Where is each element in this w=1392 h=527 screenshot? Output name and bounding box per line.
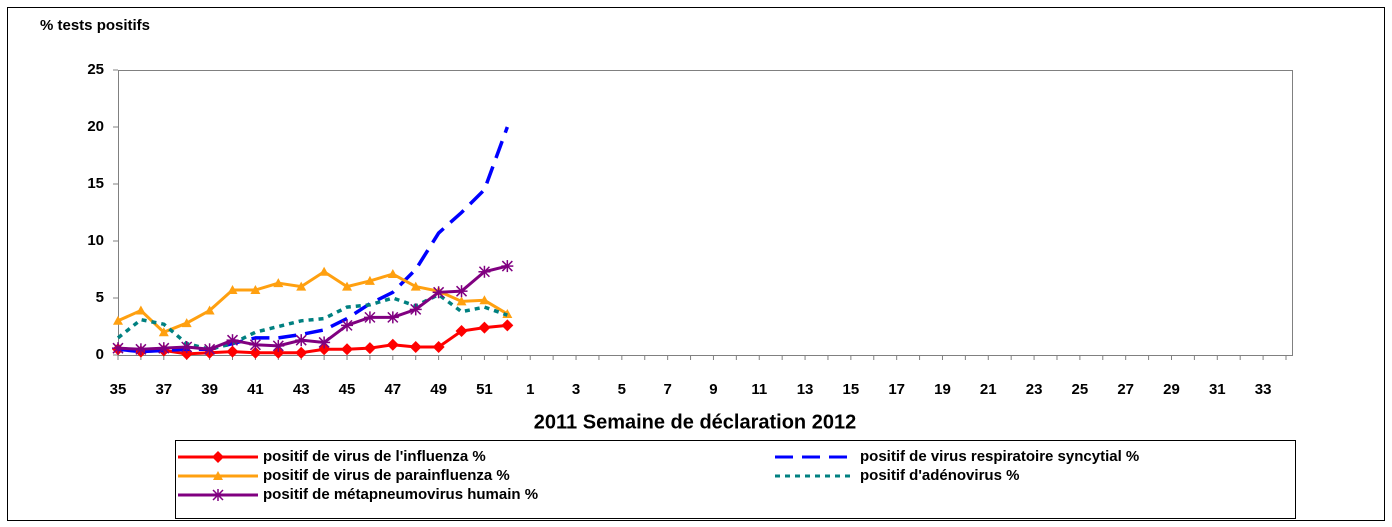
marker [226, 334, 239, 347]
marker [157, 342, 170, 355]
x-tick-label: 21 [980, 381, 997, 398]
marker [226, 345, 239, 358]
y-tick-label: 25 [87, 61, 104, 78]
marker [409, 341, 422, 354]
legend-label: positif de virus de l'influenza % [263, 448, 486, 465]
marker [386, 338, 399, 351]
marker [501, 319, 514, 332]
legend-box [175, 440, 1296, 519]
marker [250, 285, 261, 295]
y-tick-label: 0 [96, 346, 104, 363]
x-tick-label: 27 [1117, 381, 1134, 398]
x-tick-label: 19 [934, 381, 951, 398]
marker [432, 341, 445, 354]
x-tick-label: 47 [384, 381, 401, 398]
x-tick-label: 45 [339, 381, 356, 398]
y-tick-label: 5 [96, 289, 104, 306]
x-tick-label: 15 [843, 381, 860, 398]
y-axis-title: % tests positifs [40, 17, 150, 34]
marker [319, 266, 330, 276]
marker [180, 341, 193, 354]
x-axis-title: 2011 Semaine de déclaration 2012 [534, 411, 856, 433]
x-tick-label: 25 [1072, 381, 1089, 398]
series-line [117, 126, 509, 354]
x-tick-label: 23 [1026, 381, 1043, 398]
legend-label: positif de virus respiratoire syncytial … [860, 448, 1139, 465]
marker [478, 321, 491, 334]
x-tick-label: 5 [618, 381, 626, 398]
x-tick-label: 41 [247, 381, 264, 398]
marker [364, 275, 375, 285]
marker [363, 342, 376, 355]
x-tick-label: 11 [751, 381, 767, 398]
marker [409, 303, 422, 316]
marker [134, 343, 147, 356]
x-tick-label: 1 [526, 381, 534, 398]
marker [341, 343, 354, 356]
series-line [116, 292, 508, 352]
marker [212, 451, 224, 463]
marker [478, 265, 491, 278]
x-tick-label: 39 [201, 381, 218, 398]
marker [479, 295, 490, 305]
legend-label: positif de virus de parainfluenza % [263, 467, 510, 484]
marker [342, 281, 353, 291]
x-tick-label: 33 [1255, 381, 1272, 398]
x-tick-label: 51 [476, 381, 493, 398]
x-tick-label: 17 [888, 381, 905, 398]
marker [212, 489, 224, 501]
legend-label: positif d'adénovirus % [860, 467, 1019, 484]
marker [227, 285, 238, 295]
x-tick-label: 7 [663, 381, 671, 398]
marker [204, 305, 215, 315]
marker [273, 278, 284, 288]
marker [386, 311, 399, 324]
marker [363, 311, 376, 324]
marker [318, 336, 331, 349]
y-tick-label: 15 [87, 175, 104, 192]
marker [112, 342, 124, 355]
marker [158, 327, 169, 337]
x-tick-label: 37 [155, 381, 172, 398]
marker [249, 338, 262, 351]
x-tick-label: 29 [1163, 381, 1180, 398]
marker [203, 343, 216, 356]
x-tick-label: 31 [1209, 381, 1226, 398]
x-tick-label: 13 [797, 381, 814, 398]
marker [213, 471, 223, 480]
y-tick-label: 20 [87, 118, 104, 135]
x-tick-label: 35 [110, 381, 127, 398]
plot-area [118, 70, 1293, 356]
marker [341, 319, 354, 332]
marker [296, 281, 307, 291]
marker [113, 315, 123, 325]
marker [387, 269, 398, 279]
x-tick-label: 9 [709, 381, 717, 398]
marker [295, 334, 308, 347]
marker [455, 325, 468, 338]
x-tick-label: 43 [293, 381, 310, 398]
marker [432, 286, 445, 299]
legend-label: positif de métapneumovirus humain % [263, 486, 538, 503]
marker [410, 281, 421, 291]
marker [295, 346, 308, 359]
x-tick-label: 3 [572, 381, 580, 398]
marker [455, 285, 468, 298]
marker [135, 305, 146, 315]
y-tick-label: 10 [87, 232, 104, 249]
marker [249, 346, 262, 359]
x-tick-label: 49 [430, 381, 447, 398]
marker [501, 260, 514, 273]
marker [456, 296, 467, 306]
marker [181, 318, 192, 328]
marker [272, 339, 285, 352]
